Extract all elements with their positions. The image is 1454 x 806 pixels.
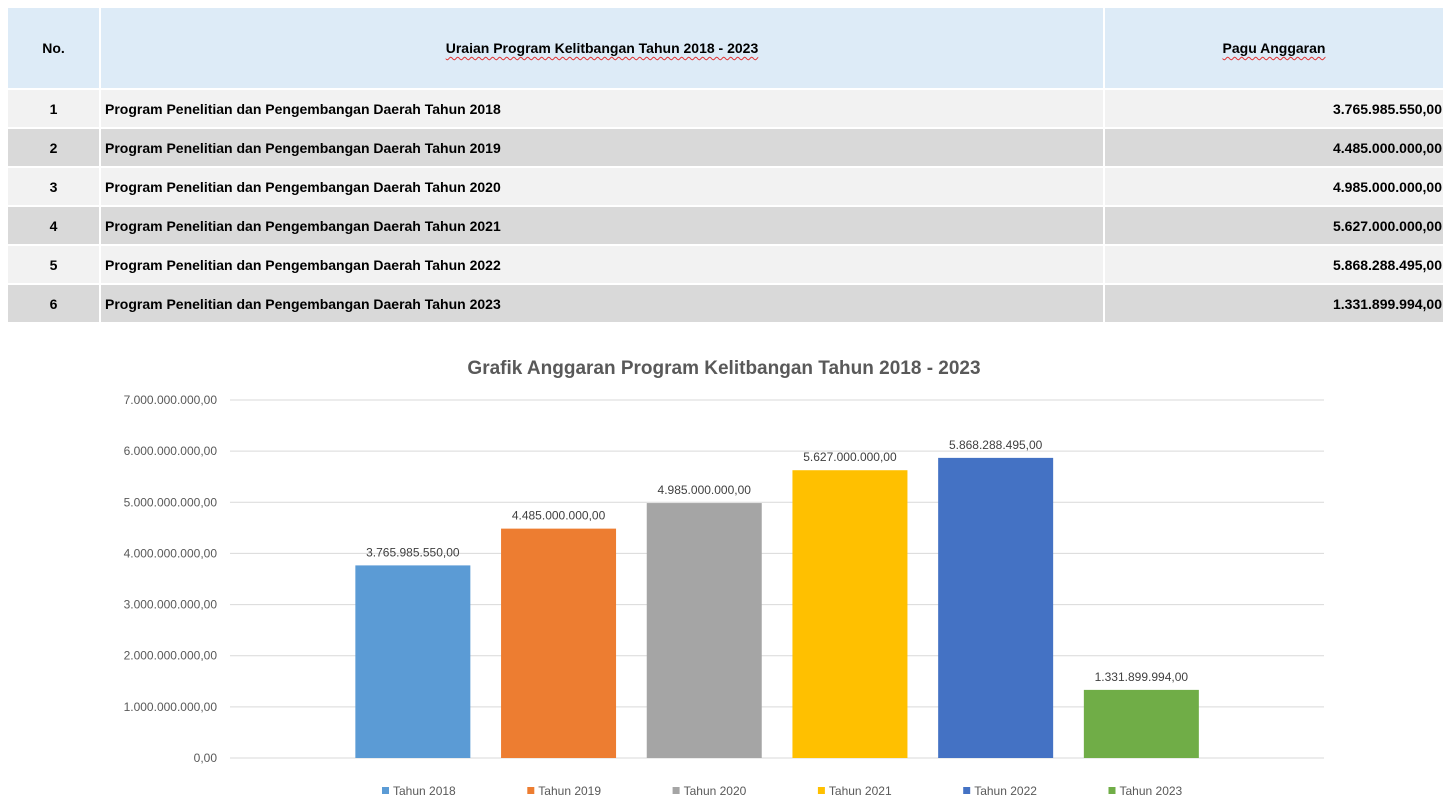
legend-swatch — [1108, 787, 1116, 794]
table-row: 4 Program Penelitian dan Pengembangan Dae… — [8, 206, 1445, 246]
budget-table: No. Uraian Program Kelitbangan Tahun 201… — [8, 8, 1445, 324]
header-no-label: No. — [42, 40, 65, 56]
legend-label: Tahun 2021 — [829, 784, 892, 798]
row-budget: 5.627.000.000,00 — [1104, 206, 1445, 246]
table-row: 2 Program Penelitian dan Pengembangan Dae… — [8, 128, 1445, 168]
legend-swatch — [817, 787, 825, 794]
table-row: 5 Program Penelitian dan Pengembangan Dae… — [8, 245, 1445, 285]
header-description-label: Uraian Program Kelitbangan Tahun 2018 - … — [445, 40, 759, 56]
legend-swatch — [672, 787, 680, 794]
y-axis-tick-labels: 0,00 1.000.000.000,00 2.000.000.000,00 3.00… — [124, 393, 218, 765]
legend-label: Tahun 2022 — [974, 784, 1037, 798]
y-tick-label: 3.000.000.000,00 — [124, 598, 218, 612]
row-budget: 5.868.288.495,00 — [1104, 245, 1445, 285]
table-body: 1 Program Penelitian dan Pengembangan Dae… — [8, 89, 1445, 324]
row-budget: 3.765.985.550,00 — [1104, 89, 1445, 129]
row-description: Program Penelitian dan Pengembangan Daer… — [100, 206, 1105, 246]
header-description: Uraian Program Kelitbangan Tahun 2018 - … — [100, 8, 1105, 90]
data-label: 5.627.000.000,00 — [803, 450, 897, 464]
legend-label: Tahun 2018 — [393, 784, 456, 798]
data-label: 4.985.000.000,00 — [658, 483, 752, 497]
row-number: 6 — [8, 284, 101, 324]
y-tick-label: 0,00 — [194, 751, 218, 765]
row-description: Program Penelitian dan Pengembangan Daer… — [100, 284, 1105, 324]
chart-legend: Tahun 2018 Tahun 2019 Tahun 2020 Tahun 2021… — [382, 784, 1183, 798]
chart-data-labels: 3.765.985.550,00 4.485.000.000,00 4.985.00… — [366, 438, 1188, 684]
legend-swatch — [527, 787, 535, 794]
data-label: 3.765.985.550,00 — [366, 545, 460, 559]
row-description: Program Penelitian dan Pengembangan Daer… — [100, 167, 1105, 207]
legend-label: Tahun 2023 — [1120, 784, 1183, 798]
data-label: 1.331.899.994,00 — [1095, 670, 1189, 684]
header-no: No. — [8, 8, 101, 90]
table-header-row: No. Uraian Program Kelitbangan Tahun 201… — [8, 8, 1445, 90]
y-tick-label: 1.000.000.000,00 — [124, 700, 218, 714]
row-number: 5 — [8, 245, 101, 285]
budget-chart: Grafik Anggaran Program Kelitbangan Tahu… — [124, 358, 1324, 798]
data-label: 5.868.288.495,00 — [949, 438, 1043, 452]
y-tick-label: 5.000.000.000,00 — [124, 495, 218, 509]
row-number: 4 — [8, 206, 101, 246]
legend-swatch — [963, 787, 971, 794]
row-budget: 1.331.899.994,00 — [1104, 284, 1445, 324]
bar-tahun-2019 — [501, 528, 617, 758]
y-tick-label: 2.000.000.000,00 — [124, 649, 218, 663]
chart-bars — [355, 457, 1199, 758]
y-tick-label: 6.000.000.000,00 — [124, 444, 218, 458]
data-label: 4.485.000.000,00 — [512, 509, 606, 523]
table-row: 1 Program Penelitian dan Pengembangan Dae… — [8, 89, 1445, 129]
row-number: 1 — [8, 89, 101, 129]
legend-swatch — [382, 787, 389, 794]
row-description: Program Penelitian dan Pengembangan Daer… — [100, 245, 1105, 285]
bar-tahun-2021 — [792, 470, 908, 758]
bar-tahun-2022 — [938, 457, 1054, 758]
row-number: 3 — [8, 167, 101, 207]
chart-title: Grafik Anggaran Program Kelitbangan Tahu… — [467, 358, 980, 379]
row-description: Program Penelitian dan Pengembangan Daer… — [100, 89, 1105, 129]
bar-tahun-2020 — [646, 503, 762, 758]
bar-tahun-2023 — [1083, 689, 1199, 758]
y-tick-label: 4.000.000.000,00 — [124, 546, 218, 560]
bar-tahun-2018 — [355, 565, 471, 758]
row-description: Program Penelitian dan Pengembangan Daer… — [100, 128, 1105, 168]
header-budget: Pagu Anggaran — [1104, 8, 1445, 90]
legend-label: Tahun 2019 — [538, 784, 601, 798]
row-budget: 4.485.000.000,00 — [1104, 128, 1445, 168]
row-budget: 4.985.000.000,00 — [1104, 167, 1445, 207]
y-tick-label: 7.000.000.000,00 — [124, 393, 218, 407]
table-row: 3 Program Penelitian dan Pengembangan Dae… — [8, 167, 1445, 207]
table-row: 6 Program Penelitian dan Pengembangan Dae… — [8, 284, 1445, 324]
legend-label: Tahun 2020 — [684, 784, 747, 798]
header-budget-label: Pagu Anggaran — [1222, 40, 1326, 56]
row-number: 2 — [8, 128, 101, 168]
